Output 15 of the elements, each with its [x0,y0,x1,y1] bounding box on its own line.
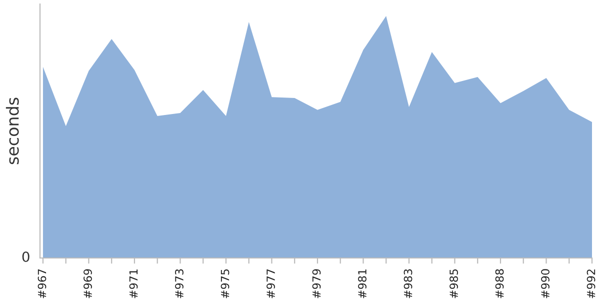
x-tick-label: #975 [220,269,230,298]
text: 0 [22,252,30,262]
x-tick-label: #990 [541,269,550,298]
x-tick-label: #983 [404,269,412,298]
x-tick-label: #985 [450,269,458,298]
y-axis-title: seconds [6,98,19,164]
x-tick-label: #981 [358,269,366,298]
x-tick-label: #967 [38,269,46,298]
x-tick-label: #973 [175,269,184,298]
x-tick-label: #971 [129,269,138,298]
x-tick-label: #992 [586,270,596,298]
x-tick-label: #979 [312,269,321,298]
x-tick-label: #988 [495,269,504,298]
x-tick-label: #977 [266,269,275,298]
x-tick-label: #969 [84,269,92,298]
